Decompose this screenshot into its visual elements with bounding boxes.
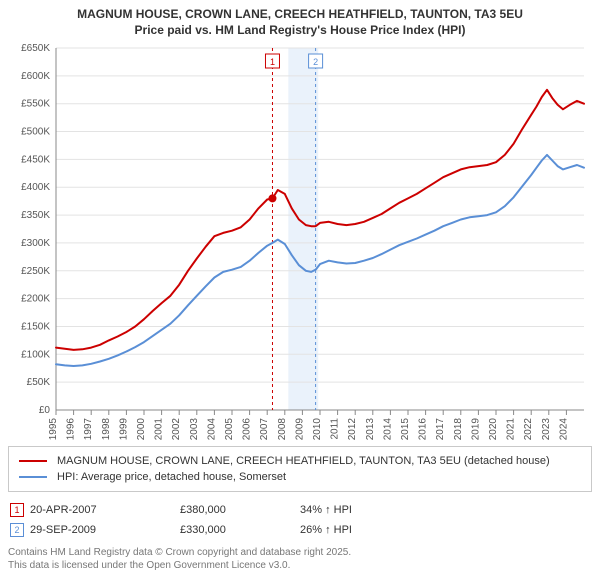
- legend-row: HPI: Average price, detached house, Some…: [19, 469, 581, 485]
- svg-text:£500K: £500K: [21, 127, 50, 138]
- footnote-line-2: This data is licensed under the Open Gov…: [8, 559, 592, 572]
- svg-text:£250K: £250K: [21, 266, 50, 277]
- svg-text:2005: 2005: [224, 418, 235, 440]
- svg-text:2000: 2000: [136, 418, 147, 440]
- svg-text:£300K: £300K: [21, 238, 50, 249]
- chart-svg: £0 £50K £100K £150K £200K £250K £300K £350K £400…: [8, 40, 592, 440]
- svg-text:£400K: £400K: [21, 183, 50, 194]
- svg-text:£550K: £550K: [21, 99, 50, 110]
- svg-text:2002: 2002: [171, 418, 182, 440]
- svg-text:2016: 2016: [418, 418, 429, 440]
- svg-text:2001: 2001: [154, 418, 165, 440]
- svg-text:£0: £0: [39, 405, 51, 416]
- sale-marker: 2: [10, 523, 24, 537]
- svg-text:2003: 2003: [189, 418, 200, 440]
- svg-text:£150K: £150K: [21, 322, 50, 333]
- svg-text:2023: 2023: [541, 418, 552, 440]
- sale-hpi-delta: 26% ↑ HPI: [300, 524, 420, 536]
- price-chart: £0 £50K £100K £150K £200K £250K £300K £350K £400…: [8, 40, 592, 440]
- svg-text:2014: 2014: [382, 418, 393, 440]
- svg-text:2009: 2009: [294, 418, 305, 440]
- sale-hpi-delta: 34% ↑ HPI: [300, 504, 420, 516]
- sale-row: 2 29-SEP-2009£330,00026% ↑ HPI: [8, 520, 592, 540]
- svg-text:2024: 2024: [558, 418, 569, 440]
- svg-text:2012: 2012: [347, 418, 358, 440]
- title-line-1: MAGNUM HOUSE, CROWN LANE, CREECH HEATHFI…: [8, 6, 592, 22]
- svg-text:2021: 2021: [506, 418, 517, 440]
- sale-price: £380,000: [180, 504, 300, 516]
- svg-text:2010: 2010: [312, 418, 323, 440]
- svg-text:2015: 2015: [400, 418, 411, 440]
- svg-text:2019: 2019: [470, 418, 481, 440]
- sale-date: 29-SEP-2009: [30, 524, 180, 536]
- svg-text:2004: 2004: [206, 418, 217, 440]
- svg-text:2: 2: [313, 57, 318, 67]
- svg-text:£200K: £200K: [21, 294, 50, 305]
- sale-row: 1 20-APR-2007£380,00034% ↑ HPI: [8, 500, 592, 520]
- footnote-line-1: Contains HM Land Registry data © Crown c…: [8, 546, 592, 559]
- legend-label: MAGNUM HOUSE, CROWN LANE, CREECH HEATHFI…: [57, 455, 550, 467]
- svg-text:1998: 1998: [101, 418, 112, 440]
- svg-text:1999: 1999: [118, 418, 129, 440]
- legend: MAGNUM HOUSE, CROWN LANE, CREECH HEATHFI…: [8, 446, 592, 492]
- svg-text:2008: 2008: [277, 418, 288, 440]
- svg-text:£450K: £450K: [21, 155, 50, 166]
- svg-text:2020: 2020: [488, 418, 499, 440]
- svg-text:2018: 2018: [453, 418, 464, 440]
- footnote: Contains HM Land Registry data © Crown c…: [8, 546, 592, 572]
- svg-text:1995: 1995: [48, 418, 59, 440]
- sale-date: 20-APR-2007: [30, 504, 180, 516]
- legend-swatch: [19, 476, 47, 478]
- sales-table: 1 20-APR-2007£380,00034% ↑ HPI 2 29-SEP-200…: [8, 500, 592, 540]
- chart-title: MAGNUM HOUSE, CROWN LANE, CREECH HEATHFI…: [8, 6, 592, 38]
- sale-price: £330,000: [180, 524, 300, 536]
- svg-text:2007: 2007: [259, 418, 270, 440]
- svg-text:2022: 2022: [523, 418, 534, 440]
- svg-text:£100K: £100K: [21, 350, 50, 361]
- svg-text:£600K: £600K: [21, 71, 50, 82]
- svg-text:1: 1: [270, 57, 275, 67]
- title-line-2: Price paid vs. HM Land Registry's House …: [8, 22, 592, 38]
- svg-text:1997: 1997: [83, 418, 94, 440]
- svg-text:£50K: £50K: [27, 378, 51, 389]
- svg-text:2013: 2013: [365, 418, 376, 440]
- svg-text:£650K: £650K: [21, 43, 50, 54]
- legend-row: MAGNUM HOUSE, CROWN LANE, CREECH HEATHFI…: [19, 453, 581, 469]
- legend-label: HPI: Average price, detached house, Some…: [57, 471, 286, 483]
- svg-text:1996: 1996: [66, 418, 77, 440]
- legend-swatch: [19, 460, 47, 462]
- svg-text:2017: 2017: [435, 418, 446, 440]
- svg-text:2006: 2006: [242, 418, 253, 440]
- svg-text:2011: 2011: [330, 418, 341, 440]
- svg-text:£350K: £350K: [21, 210, 50, 221]
- sale-marker: 1: [10, 503, 24, 517]
